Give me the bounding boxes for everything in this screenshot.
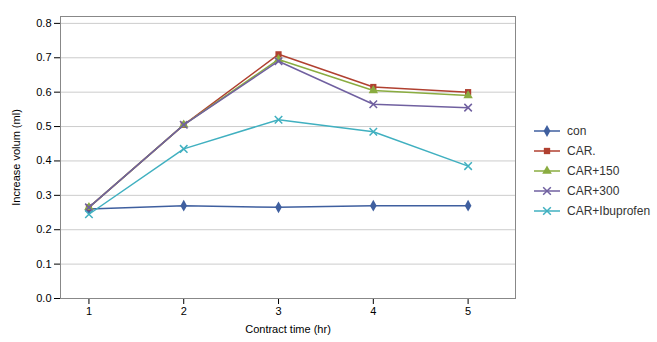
svg-text:0.1: 0.1 xyxy=(36,258,51,270)
svg-text:0.0: 0.0 xyxy=(36,292,51,304)
svg-text:Increase volum (ml): Increase volum (ml) xyxy=(10,109,22,206)
html-text:CAR+150: CAR+150 xyxy=(567,164,620,178)
svg-text:5: 5 xyxy=(465,305,471,317)
svg-text:0.5: 0.5 xyxy=(36,120,51,132)
svg-text:3: 3 xyxy=(275,305,281,317)
html-text:CAR.: CAR. xyxy=(567,144,596,158)
svg-text:0.4: 0.4 xyxy=(36,154,51,166)
svg-text:1: 1 xyxy=(86,305,92,317)
svg-text:2: 2 xyxy=(181,305,187,317)
svg-text:Contract time (hr): Contract time (hr) xyxy=(245,323,331,335)
svg-text:0.6: 0.6 xyxy=(36,86,51,98)
html-text:con: con xyxy=(567,124,587,138)
svg-text:0.8: 0.8 xyxy=(36,17,51,29)
svg-text:0.7: 0.7 xyxy=(36,51,51,63)
html-text:CAR+300: CAR+300 xyxy=(567,184,620,198)
html-text:CAR+Ibuprofen: CAR+Ibuprofen xyxy=(567,204,651,218)
svg-text:0.3: 0.3 xyxy=(36,189,51,201)
svg-text:0.2: 0.2 xyxy=(36,223,51,235)
svg-text:4: 4 xyxy=(370,305,376,317)
